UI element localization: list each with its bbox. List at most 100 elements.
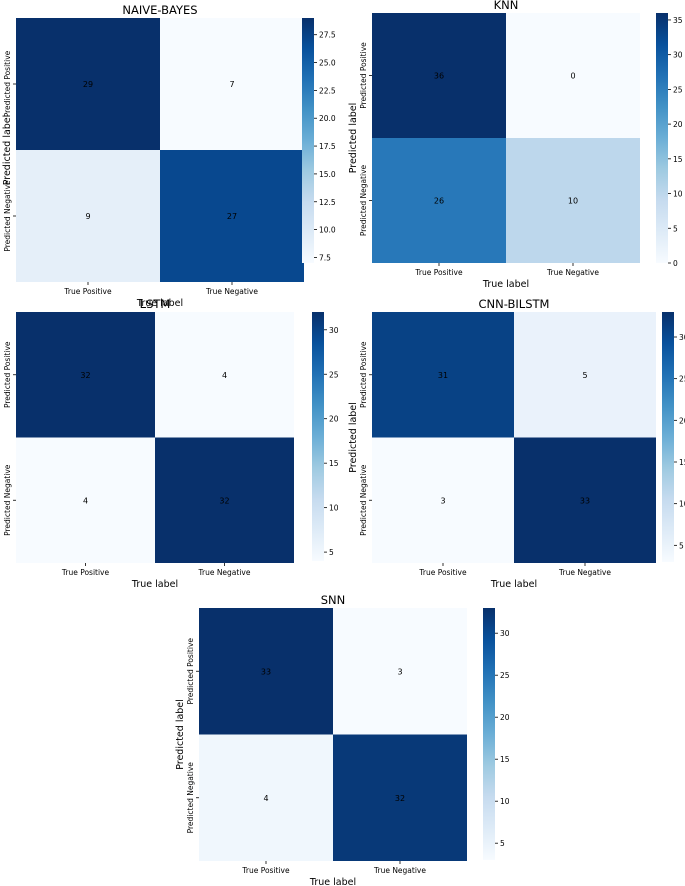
cell-value-label: 7 — [229, 80, 234, 89]
colorbar-tick-label: 12.5 — [319, 198, 336, 207]
heatmap-cell — [506, 138, 640, 263]
colorbar-tick-label: 10 — [329, 504, 339, 513]
confusion-matrix-naive-bayes: NAIVE-BAYES 29 7 9 27 True Positive True Negat… — [2, 3, 336, 309]
heatmap-cell — [160, 150, 304, 282]
cell-value-label: 33 — [261, 667, 271, 676]
colorbar-tick-label: 15 — [679, 458, 685, 467]
cell-value-label: 36 — [434, 72, 444, 81]
y-axis-label: Predicted label — [175, 699, 186, 770]
x-tick-label: True Positive — [414, 268, 463, 277]
cell-value-label: 27 — [227, 212, 237, 221]
colorbar-tick-label: 15 — [329, 459, 339, 468]
colorbar-tick-label: 15 — [673, 155, 683, 164]
y-axis-label: Predicted label — [348, 103, 359, 174]
colorbar — [312, 312, 324, 561]
heatmap-cell — [333, 608, 467, 735]
y-axis-label: Predicted label — [2, 115, 13, 186]
colorbar-tick-label: 7.5 — [319, 253, 331, 262]
cell-value-label: 4 — [263, 794, 268, 803]
cell-value-label: 4 — [222, 371, 227, 380]
y-tick-label: Predicted Positive — [359, 341, 368, 408]
x-axis-label: True label — [482, 279, 529, 290]
colorbar-tick-label: 10.0 — [319, 226, 336, 235]
confusion-matrix-knn: KNN 36 0 26 10 True Positive True Negative Pred… — [348, 0, 683, 290]
colorbar-tick-label: 27.5 — [319, 31, 336, 40]
colorbar-tick-label: 20.0 — [319, 114, 336, 123]
heatmap-cell — [16, 312, 155, 438]
colorbar — [483, 608, 495, 860]
colorbar-tick-label: 25 — [679, 375, 685, 384]
colorbar-tick-label: 20 — [673, 120, 683, 129]
colorbar-tick-label: 30 — [673, 51, 683, 60]
x-axis-label: True label — [309, 877, 356, 886]
heatmap-cell — [372, 312, 514, 438]
heatmap-cell — [16, 437, 155, 563]
chart-title: LSTM — [140, 297, 171, 311]
x-tick-label: True Positive — [63, 287, 112, 296]
heatmap-cell — [372, 437, 514, 563]
x-tick-label: True Positive — [418, 568, 467, 577]
y-tick-label: Predicted Negative — [359, 464, 368, 536]
y-tick-label: Predicted Negative — [359, 164, 368, 236]
y-tick-label: Predicted Positive — [3, 341, 12, 408]
x-axis-label: True label — [136, 298, 183, 309]
cell-value-label: 33 — [580, 496, 590, 505]
colorbar-tick-label: 30 — [679, 333, 685, 342]
heatmap-cell — [155, 437, 294, 563]
x-axis-label: True label — [490, 579, 537, 590]
cell-value-label: 32 — [80, 371, 90, 380]
heatmap-cell — [16, 150, 160, 282]
cell-value-label: 5 — [582, 371, 587, 380]
colorbar-tick-label: 5 — [500, 839, 505, 848]
heatmap-cell — [199, 734, 333, 861]
heatmap-cell — [333, 734, 467, 861]
colorbar — [302, 18, 314, 263]
cell-value-label: 26 — [434, 197, 444, 206]
colorbar-tick-label: 25 — [673, 85, 683, 94]
y-tick-label: Predicted Positive — [3, 50, 12, 117]
x-tick-label: True Negative — [373, 866, 426, 875]
confusion-matrix-lstm: LSTM 32 4 4 32 True Positive True Negative Pred… — [0, 297, 339, 590]
cell-value-label: 29 — [83, 80, 93, 89]
heatmap-cell — [514, 437, 656, 563]
cell-value-label: 0 — [570, 72, 575, 81]
colorbar-tick-label: 10 — [673, 190, 683, 199]
cell-value-label: 32 — [219, 496, 229, 505]
colorbar-tick-label: 10 — [679, 500, 685, 509]
chart-title: SNN — [321, 593, 346, 607]
cell-value-label: 4 — [83, 496, 88, 505]
y-tick-label: Predicted Negative — [186, 762, 195, 834]
x-tick-label: True Positive — [61, 568, 110, 577]
colorbar-tick-label: 5 — [673, 224, 678, 233]
colorbar-tick-label: 22.5 — [319, 86, 336, 95]
cell-value-label: 10 — [568, 197, 578, 206]
chart-title: CNN-BILSTM — [479, 297, 550, 311]
cell-value-label: 3 — [397, 667, 402, 676]
heatmap-cell — [16, 18, 160, 150]
y-tick-label: Predicted Negative — [3, 180, 12, 252]
colorbar-tick-label: 35 — [673, 16, 683, 25]
colorbar-tick-label: 25 — [500, 671, 510, 680]
colorbar-tick-label: 25.0 — [319, 59, 336, 68]
colorbar-tick-label: 20 — [679, 416, 685, 425]
colorbar-tick-label: 20 — [329, 415, 339, 424]
colorbar-tick-label: 30 — [500, 629, 510, 638]
heatmap-cell — [155, 312, 294, 438]
y-tick-label: Predicted Positive — [359, 42, 368, 109]
heatmap-cell — [372, 138, 506, 263]
cell-value-label: 3 — [440, 496, 445, 505]
colorbar-tick-label: 15 — [500, 755, 510, 764]
cell-value-label: 31 — [438, 371, 448, 380]
colorbar-tick-label: 10 — [500, 797, 510, 806]
heatmap-cell — [199, 608, 333, 735]
colorbar-tick-label: 17.5 — [319, 142, 336, 151]
heatmap-cell — [160, 18, 304, 150]
y-axis-label: Predicted label — [348, 402, 359, 473]
cell-value-label: 32 — [395, 794, 405, 803]
colorbar — [662, 312, 674, 562]
chart-title: KNN — [494, 0, 519, 12]
colorbar-tick-label: 30 — [329, 326, 339, 335]
